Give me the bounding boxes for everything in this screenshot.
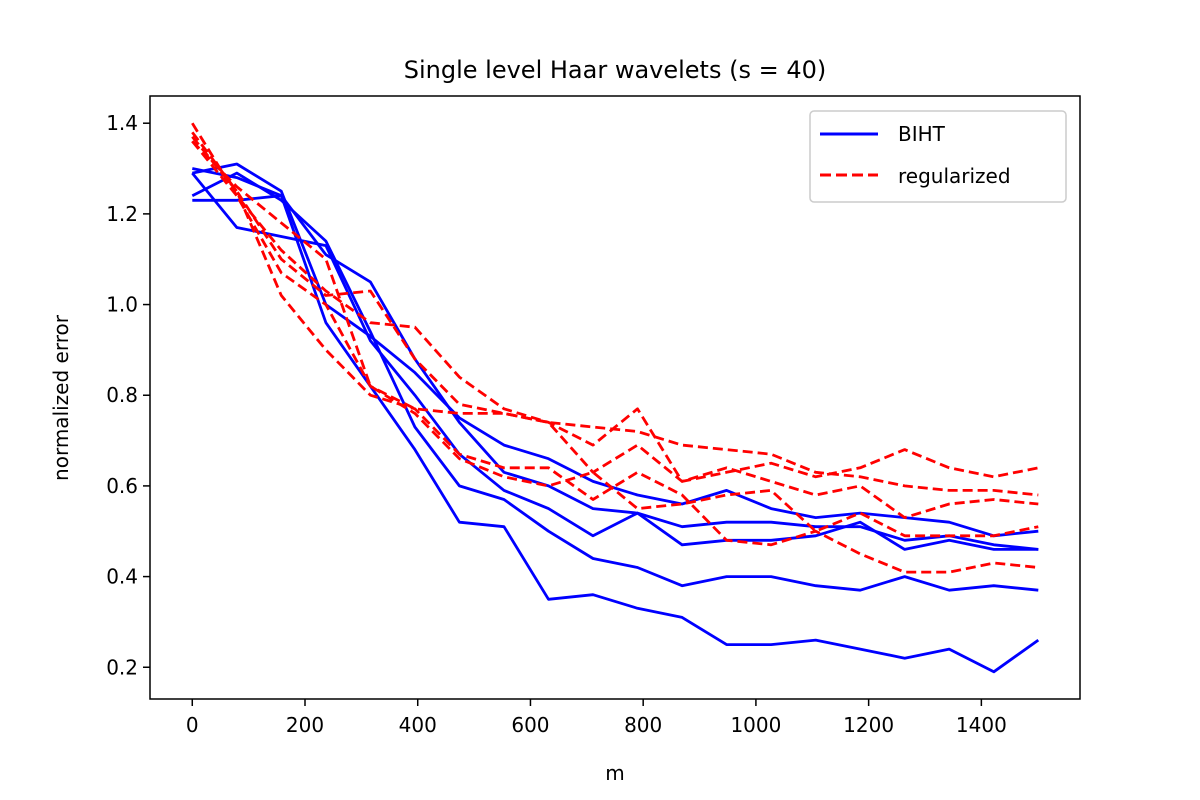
axes-frame [149,95,1081,700]
x-tick-label: 1200 [843,713,894,737]
y-tick-label: 0.6 [106,474,138,498]
x-tick-label: 800 [624,713,662,737]
x-tick-label: 1400 [956,713,1007,737]
x-tick-label: 0 [186,713,199,737]
series-line-biht-3 [192,194,1040,674]
series-line-regularized-8 [191,140,1039,519]
x-axis-label: m [605,761,624,785]
x-tick-label: 1000 [730,713,781,737]
y-tick-label: 0.8 [106,383,138,407]
chart-title: Single level Haar wavelets (s = 40) [404,56,826,84]
y-tick-label: 0.2 [106,655,138,679]
series-line-biht-4 [191,171,1039,592]
series-line-regularized-6 [191,122,1039,483]
y-tick-label: 0.4 [106,565,138,589]
y-tick-label: 1.4 [106,111,138,135]
plot-area: 0 200 400 600 800 1000 1200 1400 0.2 0.4 0.6 0.8 1.0… [106,95,1081,737]
series-line-regularized-10 [191,140,1039,538]
x-tick-label: 400 [399,713,437,737]
y-tick-label: 1.2 [106,202,138,226]
legend: BIHT regularized [809,110,1067,203]
x-tick-label: 600 [511,713,549,737]
series-line-biht-1 [192,162,1039,538]
x-tick-label: 200 [286,713,324,737]
y-tick-label: 1.0 [106,293,138,317]
legend-label-regularized: regularized [898,164,1011,188]
series-line-regularized-7 [191,131,1039,497]
y-axis-label: normalized error [49,314,73,481]
legend-label-biht: BIHT [898,122,946,146]
series-line-biht-5 [191,172,1039,551]
series-line-regularized-9 [191,135,1039,574]
